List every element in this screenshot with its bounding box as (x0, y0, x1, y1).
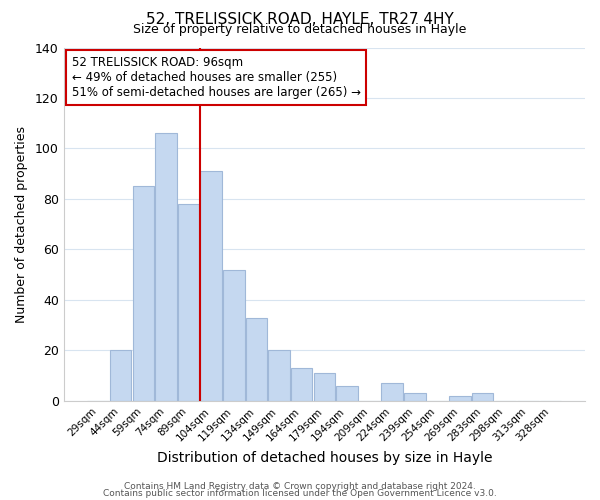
Bar (472, 394, 493, 401)
Bar (178, 204, 199, 401)
Bar (314, 373, 335, 401)
Text: Contains HM Land Registry data © Crown copyright and database right 2024.: Contains HM Land Registry data © Crown c… (124, 482, 476, 491)
Text: 52, TRELISSICK ROAD, HAYLE, TR27 4HY: 52, TRELISSICK ROAD, HAYLE, TR27 4HY (146, 12, 454, 28)
Bar (404, 394, 425, 401)
Bar (449, 396, 471, 401)
Bar (155, 134, 177, 401)
Text: 52 TRELISSICK ROAD: 96sqm
← 49% of detached houses are smaller (255)
51% of semi: 52 TRELISSICK ROAD: 96sqm ← 49% of detac… (71, 56, 361, 100)
Text: Contains public sector information licensed under the Open Government Licence v3: Contains public sector information licen… (103, 489, 497, 498)
X-axis label: Distribution of detached houses by size in Hayle: Distribution of detached houses by size … (157, 451, 492, 465)
Bar (382, 384, 403, 401)
Bar (223, 270, 245, 401)
Bar (246, 318, 267, 401)
Bar (291, 368, 313, 401)
Y-axis label: Number of detached properties: Number of detached properties (15, 126, 28, 322)
Bar (200, 171, 222, 401)
Bar (336, 386, 358, 401)
Bar (110, 350, 131, 401)
Bar (133, 186, 154, 401)
Bar (268, 350, 290, 401)
Text: Size of property relative to detached houses in Hayle: Size of property relative to detached ho… (133, 22, 467, 36)
